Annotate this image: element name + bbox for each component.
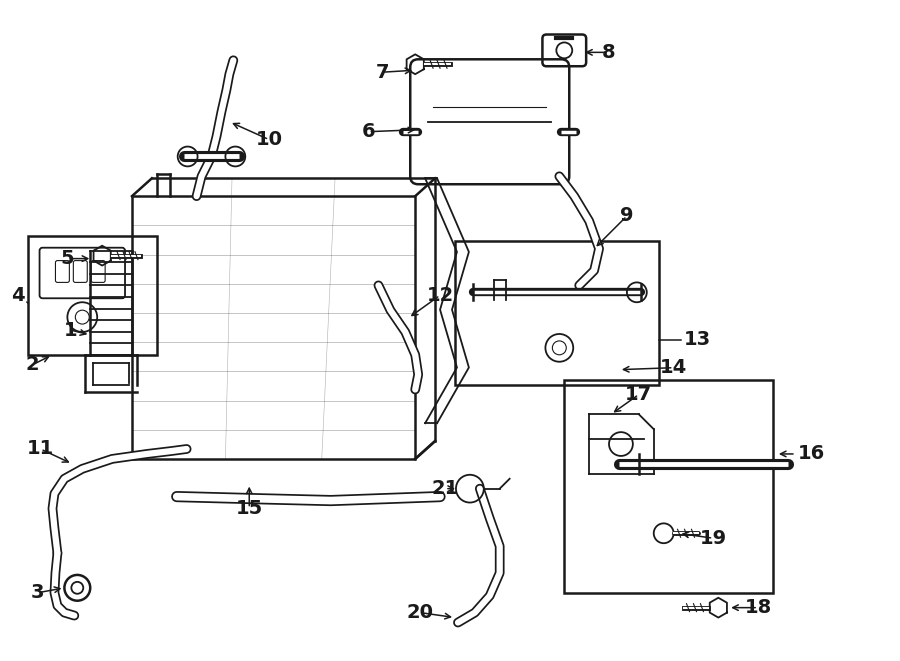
Text: 9: 9	[620, 206, 634, 225]
Text: 14: 14	[660, 358, 688, 377]
Text: 7: 7	[375, 63, 389, 82]
Text: 3: 3	[31, 583, 44, 602]
Text: 11: 11	[27, 440, 54, 459]
Text: 21: 21	[431, 479, 459, 498]
Text: 12: 12	[427, 286, 454, 305]
Text: 15: 15	[236, 499, 263, 518]
Text: 17: 17	[626, 385, 652, 404]
Bar	[455, 241, 659, 385]
Text: 20: 20	[407, 603, 434, 622]
Text: 10: 10	[256, 130, 283, 149]
Bar	[564, 379, 773, 593]
Text: 1: 1	[64, 321, 77, 340]
Text: 13: 13	[683, 330, 711, 350]
Text: 4: 4	[11, 286, 24, 305]
Text: 8: 8	[602, 43, 616, 62]
Text: 2: 2	[26, 355, 40, 374]
Text: 18: 18	[744, 598, 771, 617]
Bar	[28, 236, 157, 355]
Text: 5: 5	[60, 249, 74, 268]
Text: 16: 16	[797, 444, 825, 463]
Text: 6: 6	[362, 122, 375, 141]
Text: 19: 19	[700, 529, 727, 548]
